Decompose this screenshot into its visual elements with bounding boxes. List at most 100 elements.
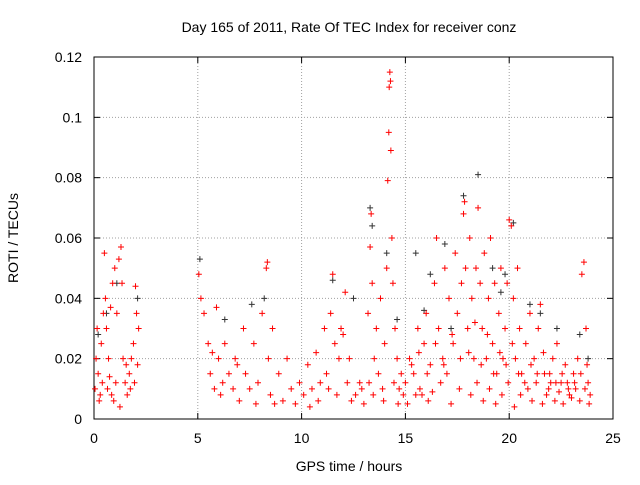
data-point (481, 250, 488, 257)
data-point (489, 265, 496, 272)
data-point (207, 370, 214, 377)
data-point (427, 271, 434, 278)
data-point (484, 331, 491, 338)
data-point (392, 325, 399, 332)
data-point (416, 385, 423, 392)
data-point (388, 235, 395, 241)
data-point (465, 349, 472, 356)
data-point (414, 325, 421, 332)
data-point (263, 265, 270, 272)
data-point (556, 388, 563, 395)
data-point (350, 295, 357, 302)
data-point (541, 370, 548, 377)
data-point (533, 379, 540, 386)
data-point (358, 385, 365, 392)
data-point (576, 331, 583, 338)
data-point (549, 355, 556, 362)
data-point (464, 325, 471, 332)
data-point (425, 397, 432, 404)
data-point (421, 307, 428, 314)
data-point (427, 361, 434, 368)
data-point (100, 310, 107, 317)
data-point (296, 379, 303, 386)
data-point (205, 340, 212, 347)
data-point (540, 349, 547, 356)
data-point (269, 325, 276, 332)
data-point (342, 289, 349, 296)
data-point (117, 244, 124, 251)
data-point (441, 241, 448, 248)
data-point (450, 340, 457, 347)
data-point (460, 192, 467, 199)
data-point (109, 280, 116, 287)
data-point (306, 403, 313, 410)
data-point (504, 280, 511, 287)
data-point (502, 325, 509, 332)
data-point (300, 391, 307, 398)
data-point (553, 340, 560, 347)
data-point (365, 310, 372, 317)
data-point (367, 204, 374, 211)
data-point (128, 355, 135, 362)
data-point (261, 295, 268, 302)
data-point (288, 385, 295, 392)
axis-ticks: 0 5 10 15 20 25 0 0.02 0.04 0.06 0.08 0.1 0.12 (55, 49, 621, 446)
data-point (98, 340, 105, 347)
data-point (284, 355, 291, 362)
data-point (515, 370, 522, 377)
data-point (489, 340, 496, 347)
data-point (94, 325, 101, 332)
data-point (92, 385, 99, 392)
data-point (371, 355, 378, 362)
data-point (448, 400, 455, 407)
data-point (496, 349, 503, 356)
data-point (521, 379, 528, 386)
x-tick-label: 5 (194, 430, 202, 446)
data-point (390, 379, 397, 386)
data-point (105, 355, 112, 362)
data-point (255, 379, 262, 386)
data-point (396, 385, 403, 392)
data-point (111, 265, 118, 272)
data-point (479, 325, 486, 332)
data-point (240, 325, 247, 332)
data-point (535, 325, 542, 332)
data-point (209, 349, 216, 356)
data-point (406, 355, 413, 362)
data-point (323, 370, 330, 377)
data-point (404, 400, 411, 407)
y-tick-label: 0.04 (55, 290, 82, 306)
data-point (516, 325, 523, 332)
data-point (95, 370, 102, 377)
data-point (537, 310, 544, 317)
data-point (564, 379, 571, 386)
data-point (394, 316, 401, 323)
series-roti-red (92, 69, 594, 410)
y-tick-label: 0.06 (55, 230, 82, 246)
data-point (381, 340, 388, 347)
data-point (458, 280, 465, 287)
data-point (338, 325, 345, 332)
data-point (462, 265, 469, 272)
data-point (201, 310, 208, 317)
data-point (443, 370, 450, 377)
data-point (497, 265, 504, 272)
data-point (456, 385, 463, 392)
x-tick-label: 20 (501, 430, 517, 446)
data-point (97, 391, 104, 398)
data-point (499, 355, 506, 362)
data-point (368, 210, 375, 217)
data-point (304, 361, 311, 368)
data-point (329, 277, 336, 284)
data-points (92, 69, 594, 410)
data-point (211, 385, 218, 392)
data-point (522, 340, 529, 347)
data-point (545, 385, 552, 392)
data-point (559, 370, 566, 377)
data-point (440, 361, 447, 368)
data-point (377, 295, 384, 302)
data-point (134, 361, 141, 368)
data-point (478, 361, 485, 368)
data-point (275, 370, 282, 377)
y-tick-label: 0.1 (63, 109, 83, 125)
